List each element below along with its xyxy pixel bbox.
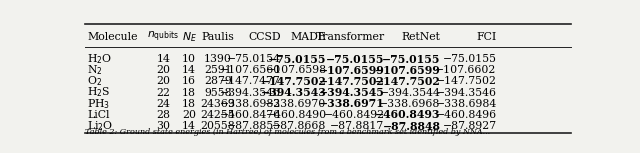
Text: Table 2: Ground state energies (in Hartree) of molecules from a benchmark set id: Table 2: Ground state energies (in Hartr… <box>85 128 490 136</box>
Text: −394.3545: −394.3545 <box>319 87 385 98</box>
Text: 18: 18 <box>182 99 196 109</box>
Text: 20: 20 <box>182 110 196 120</box>
Text: CCSD: CCSD <box>248 32 281 42</box>
Text: −338.6971: −338.6971 <box>319 98 385 109</box>
Text: −394.3546: −394.3546 <box>220 88 281 98</box>
Text: −75.0155: −75.0155 <box>443 54 497 64</box>
Text: −460.8492: −460.8492 <box>323 110 385 120</box>
Text: −147.7502: −147.7502 <box>436 76 497 86</box>
Text: 2879: 2879 <box>204 76 232 86</box>
Text: 10: 10 <box>182 54 196 64</box>
Text: PH$_3$: PH$_3$ <box>88 97 111 111</box>
Text: H$_2$S: H$_2$S <box>88 86 111 99</box>
Text: −87.8817: −87.8817 <box>330 121 385 131</box>
Text: 9558: 9558 <box>204 88 232 98</box>
Text: −460.8496: −460.8496 <box>435 110 497 120</box>
Text: Molecule: Molecule <box>88 32 138 42</box>
Text: −87.8848: −87.8848 <box>383 121 440 132</box>
Text: −87.8855: −87.8855 <box>227 121 281 131</box>
Text: 2591: 2591 <box>204 65 232 75</box>
Text: −87.8668: −87.8668 <box>272 121 326 131</box>
Text: −338.6970: −338.6970 <box>265 99 326 109</box>
Text: 14: 14 <box>156 54 170 64</box>
Text: 1390: 1390 <box>204 54 232 64</box>
Text: −75.0155: −75.0155 <box>326 54 385 65</box>
Text: $n_{\mathrm{qubits}}$: $n_{\mathrm{qubits}}$ <box>147 29 179 44</box>
Text: −75.0155: −75.0155 <box>382 54 440 65</box>
Text: 16: 16 <box>182 76 196 86</box>
Text: −394.3543: −394.3543 <box>260 87 326 98</box>
Text: 18: 18 <box>182 88 196 98</box>
Text: −75.0155: −75.0155 <box>268 54 326 65</box>
Text: O$_2$: O$_2$ <box>88 75 102 88</box>
Text: −75.0154: −75.0154 <box>227 54 281 64</box>
Text: −107.6560: −107.6560 <box>220 65 281 75</box>
Text: LiCl: LiCl <box>88 110 110 120</box>
Text: RetNet: RetNet <box>402 32 440 42</box>
Text: 30: 30 <box>156 121 170 131</box>
Text: 20558: 20558 <box>200 121 236 131</box>
Text: −147.7502: −147.7502 <box>319 76 385 87</box>
Text: −147.7477: −147.7477 <box>220 76 281 86</box>
Text: 20: 20 <box>156 76 170 86</box>
Text: −147.7502: −147.7502 <box>260 76 326 87</box>
Text: −107.6602: −107.6602 <box>435 65 497 75</box>
Text: FCI: FCI <box>476 32 497 42</box>
Text: H$_2$O: H$_2$O <box>88 52 113 66</box>
Text: 14: 14 <box>182 65 196 75</box>
Text: 24255: 24255 <box>200 110 236 120</box>
Text: 24369: 24369 <box>200 99 236 109</box>
Text: 22: 22 <box>156 88 170 98</box>
Text: 20: 20 <box>156 65 170 75</box>
Text: 28: 28 <box>156 110 170 120</box>
Text: −394.3546: −394.3546 <box>436 88 497 98</box>
Text: −87.8927: −87.8927 <box>442 121 497 131</box>
Text: 24: 24 <box>156 99 170 109</box>
Text: N$_2$: N$_2$ <box>88 63 103 77</box>
Text: −460.8476: −460.8476 <box>220 110 281 120</box>
Text: −107.6599: −107.6599 <box>319 65 385 76</box>
Text: −394.3544: −394.3544 <box>380 88 440 98</box>
Text: −338.6984: −338.6984 <box>435 99 497 109</box>
Text: −147.7502: −147.7502 <box>374 76 440 87</box>
Text: −107.6599: −107.6599 <box>375 65 440 76</box>
Text: −460.8493: −460.8493 <box>375 109 440 120</box>
Text: −338.6982: −338.6982 <box>220 99 281 109</box>
Text: −460.8490: −460.8490 <box>266 110 326 120</box>
Text: $N_E$: $N_E$ <box>182 30 196 43</box>
Text: −338.6968: −338.6968 <box>380 99 440 109</box>
Text: Li$_2$O: Li$_2$O <box>88 119 114 133</box>
Text: 14: 14 <box>182 121 196 131</box>
Text: Transformer: Transformer <box>316 32 385 42</box>
Text: −107.6598: −107.6598 <box>266 65 326 75</box>
Text: Paulis: Paulis <box>202 32 234 42</box>
Text: MADE: MADE <box>291 32 326 42</box>
